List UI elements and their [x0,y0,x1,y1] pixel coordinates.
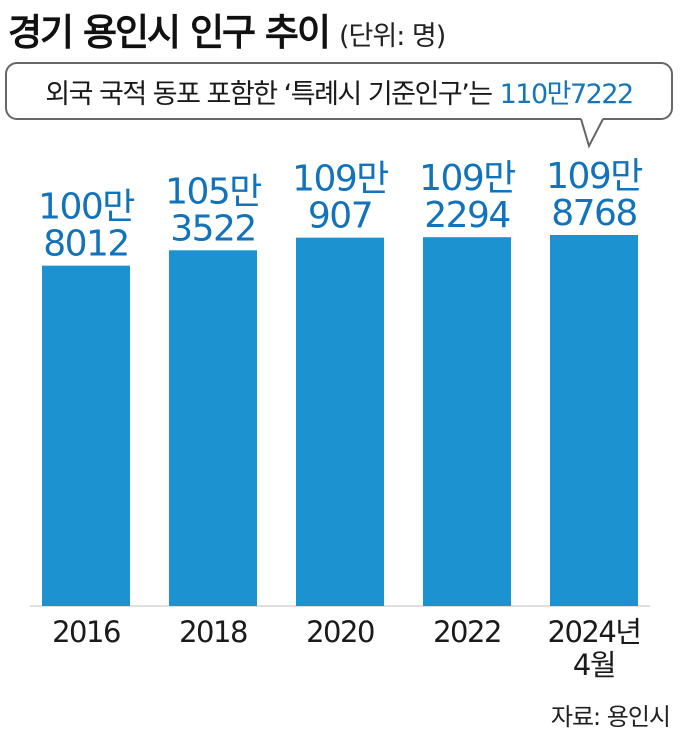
x-tick-label: 2024년 [548,615,641,649]
x-tick-label: 2020 [306,615,374,649]
value-label: 8012 [43,224,129,265]
bar-2022 [423,237,511,606]
x-tick-label: 2018 [179,615,247,649]
x-tick-label: 4월 [573,648,615,682]
callout-box: 외국 국적 동포 포함한 ‘특례시 기준인구’는 110만7222 [5,62,673,120]
value-label: 100만 [38,187,134,228]
chart-title: 경기 용인시 인구 추이 [8,11,331,54]
bar-2016 [42,265,130,606]
bar-2024년 4월 [550,235,638,606]
bar-2020 [296,237,384,606]
callout-text: 외국 국적 동포 포함한 ‘특례시 기준인구’는 [45,78,493,110]
x-tick-label: 2022 [433,615,501,649]
source-note: 자료: 용인시 [550,703,671,731]
value-label: 907 [308,196,372,237]
value-label: 105만 [165,171,261,212]
value-label: 109만 [546,156,642,197]
chart-header: 경기 용인시 인구 추이 (단위: 명) [8,2,446,54]
callout-pointer [580,118,604,149]
value-label: 109만 [419,158,515,199]
value-label: 3522 [170,208,256,249]
value-label: 109만 [292,159,388,200]
unit-label: (단위: 명) [339,21,446,52]
bar-2018 [169,250,257,607]
value-label: 8768 [551,193,637,234]
x-tick-label: 2016 [52,615,120,649]
value-label: 2294 [424,195,510,236]
callout-highlight: 110만7222 [499,78,635,110]
